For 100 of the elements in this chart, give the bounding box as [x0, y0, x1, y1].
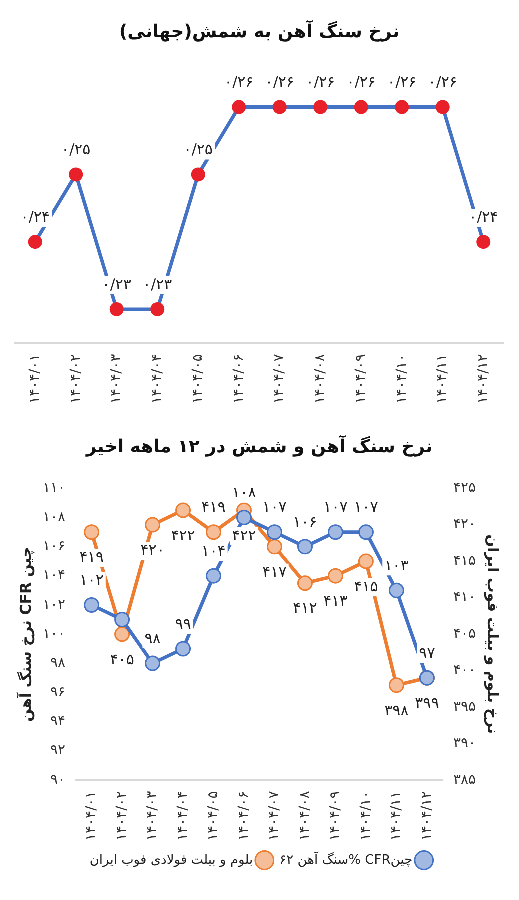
- y-tick-label: ۹۰: [50, 772, 66, 788]
- data-label: ۱۰۶: [293, 512, 318, 531]
- x-tick-label: ۱۴۰۴/۰۴: [149, 354, 166, 404]
- data-label: ۱۰۳: [384, 556, 409, 575]
- data-label: ۹۸: [144, 629, 161, 648]
- data-label: ۱۰۲: [80, 571, 104, 590]
- y-axis-title: نرخ سنگ آهن CFR چین: [16, 546, 35, 722]
- point: [476, 235, 491, 250]
- data-label: ۳۹۹: [415, 694, 440, 712]
- x-tick-label: ۱۴۰۴/۱۱: [388, 791, 404, 842]
- x-tick-label: ۱۴۰۴/۰۲: [68, 354, 84, 404]
- y-tick-label: ۹۶: [50, 684, 66, 700]
- y2-axis-title: نرخ بلوم و بیلت فوب ایران: [484, 534, 502, 734]
- y2-tick-label: ۴۱۰: [453, 590, 476, 606]
- data-label: ۳۹۸: [384, 701, 409, 720]
- x-tick-label: ۱۴۰۴/۰۹: [327, 791, 344, 842]
- point: [314, 100, 328, 114]
- point: [145, 656, 161, 672]
- data-label: ۱۰۷: [324, 498, 348, 516]
- y2-tick-label: ۴۲۵: [453, 480, 476, 496]
- data-label: ۴۰۵: [110, 650, 134, 668]
- point: [328, 524, 344, 540]
- x-tick-label: ۱۴۰۴/۰۸: [312, 354, 328, 404]
- x-tick-label: ۱۴۰۴/۰۳: [108, 354, 125, 404]
- x-tick-label: ۱۴۰۴/۰۷: [266, 790, 282, 842]
- y-tick-label: ۱۰۲: [42, 596, 66, 613]
- x-tick-label: ۱۴۰۴/۰۸: [296, 790, 313, 842]
- y2-tick-label: ۴۰۵: [453, 626, 476, 642]
- data-label: ۴۱۳: [324, 592, 348, 610]
- point: [145, 517, 161, 533]
- x-tick-label: ۱۴۰۴/۱۲: [475, 354, 492, 404]
- data-label: ۱۰۸: [232, 484, 256, 502]
- point: [206, 568, 222, 584]
- point: [236, 510, 252, 526]
- point: [28, 235, 42, 250]
- data-label: ۰/۲۳: [143, 275, 172, 294]
- data-label: ۱۰۴: [202, 542, 226, 560]
- data-label: ۰/۲۳: [102, 275, 132, 294]
- x-tick-label: ۱۴۰۴/۰۵: [190, 354, 206, 404]
- x-tick-label: ۱۴۰۴/۰۳: [144, 790, 160, 842]
- data-label: ۰/۲۶: [306, 73, 336, 92]
- x-tick-label: ۱۴۰۴/۰۶: [230, 354, 247, 404]
- y-tick-label: ۱۱۰: [42, 480, 66, 496]
- point: [328, 568, 344, 584]
- point: [395, 100, 410, 114]
- point: [84, 524, 100, 540]
- point: [232, 100, 246, 114]
- point: [150, 302, 165, 316]
- data-label: ۰/۲۶: [428, 73, 458, 92]
- data-label: ۴۲۰: [140, 540, 165, 559]
- y2-tick-label: ۳۹۰: [453, 735, 476, 752]
- y2-tick-label: ۴۱۵: [453, 553, 476, 570]
- data-label: ۰/۲۶: [224, 73, 254, 92]
- point: [110, 302, 124, 316]
- x-tick-label: ۱۴۰۴/۰۵: [205, 791, 222, 842]
- data-label: ۰/۲۶: [265, 73, 294, 92]
- data-label: ۹۷: [419, 644, 436, 662]
- chart-title: نرخ سنگ آهن به شمش(جهانی): [119, 19, 400, 42]
- y-tick-label: ۱۰۶: [42, 538, 66, 555]
- y-tick-label: ۱۰۰: [42, 626, 66, 642]
- point: [266, 524, 282, 540]
- x-tick-label: ۱۴۰۴/۱۲: [418, 791, 435, 842]
- y-tick-label: ۹۲: [50, 742, 66, 759]
- data-label: ۰/۲۶: [346, 73, 376, 92]
- point: [176, 641, 192, 657]
- point: [436, 100, 450, 114]
- x-tick-label: ۱۴۰۴/۰۶: [236, 791, 252, 842]
- data-label: ۰/۲۶: [388, 73, 417, 92]
- data-label: ۱۰۷: [262, 498, 287, 516]
- y2-tick-label: ۳۹۵: [453, 698, 476, 715]
- legend-label: سنگ آهن ۶۲% CFRچین: [280, 850, 413, 868]
- legend-label: بلوم و بیلت فولادی فوب ایران: [90, 852, 254, 868]
- data-label: ۴۱۷: [262, 562, 287, 581]
- y-tick-label: ۱۰۸: [42, 509, 66, 526]
- data-label: ۰/۲۵: [184, 140, 213, 159]
- x-tick-label: ۱۴۰۴/۱۱: [434, 354, 451, 404]
- point: [176, 502, 192, 518]
- data-label: ۴۲۲: [232, 526, 256, 544]
- data-label: ۰/۲۵: [62, 140, 91, 159]
- x-tick-label: ۱۴۰۴/۰۲: [114, 791, 130, 842]
- y2-tick-label: ۴۲۰: [453, 516, 476, 533]
- data-label: ۰/۲۴: [20, 208, 50, 226]
- x-tick-label: ۱۴۰۴/۱۰: [358, 791, 374, 842]
- point: [191, 168, 206, 182]
- chart-title: نرخ سنگ آهن و شمش در ۱۲ ماهه اخیر: [85, 434, 433, 458]
- data-label: ۱۰۷: [354, 498, 378, 516]
- data-label: ۹۹: [175, 614, 192, 633]
- y-tick-label: ۹۴: [50, 713, 66, 730]
- point: [297, 576, 313, 592]
- x-tick-label: ۱۴۰۴/۰۱: [27, 354, 44, 404]
- x-tick-label: ۱۴۰۴/۰۴: [174, 791, 191, 842]
- point: [388, 582, 404, 598]
- y2-tick-label: ۳۸۵: [453, 772, 476, 788]
- data-label: ۴۱۵: [354, 577, 378, 596]
- data-label: ۴۲۲: [171, 526, 196, 544]
- x-tick-label: ۱۴۰۴/۰۱: [83, 791, 100, 842]
- point: [69, 168, 84, 182]
- point: [358, 554, 374, 570]
- data-label: ۴۱۹: [80, 548, 104, 566]
- point: [272, 100, 287, 114]
